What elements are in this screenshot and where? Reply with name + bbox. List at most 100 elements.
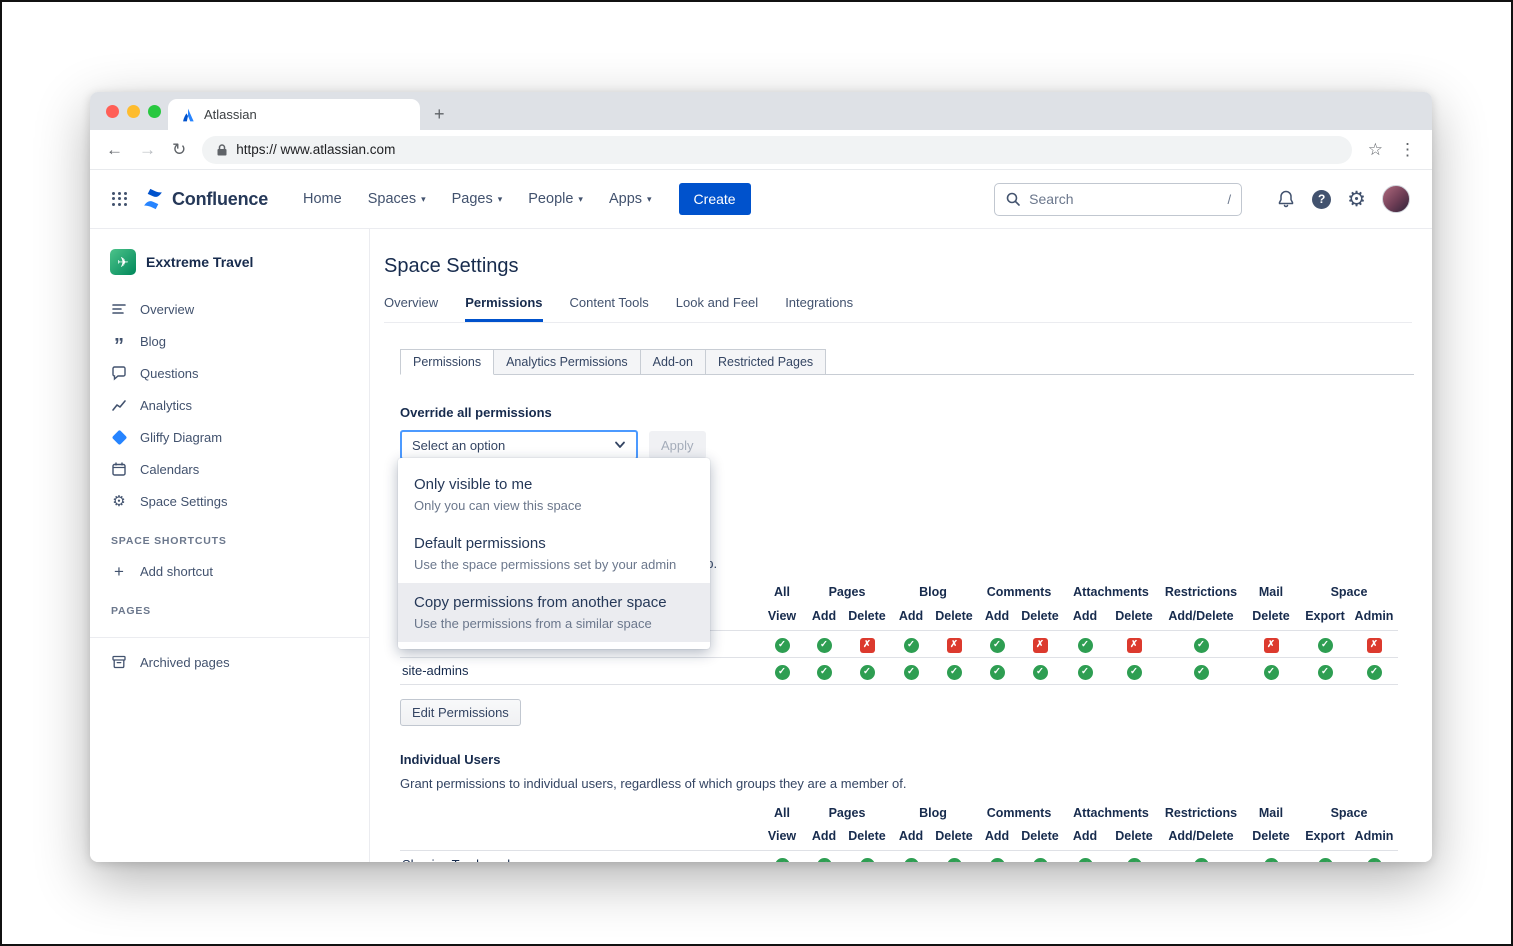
reload-icon[interactable]: ↻	[172, 140, 187, 159]
allow-check-icon: ✓	[1077, 637, 1093, 653]
nav-pages[interactable]: Pages ▾	[439, 191, 516, 207]
allow-check-icon: ✓	[816, 858, 832, 862]
subtab-add-on[interactable]: Add-on	[640, 349, 706, 375]
add-shortcut-button[interactable]: + Add shortcut	[90, 555, 369, 587]
nav-spaces[interactable]: Spaces ▾	[355, 191, 439, 207]
sidebar-item-overview[interactable]: Overview	[90, 293, 369, 325]
chevron-down-icon: ▾	[647, 193, 652, 204]
allow-check-icon: ✓	[1193, 858, 1209, 862]
permission-cell: ✓	[890, 851, 932, 862]
bookmark-star-icon[interactable]: ☆	[1367, 140, 1383, 159]
url-field[interactable]: https:// www.atlassian.com	[202, 135, 1352, 164]
permission-cell: ✗	[844, 630, 890, 657]
space-header[interactable]: ✈ Exxtreme Travel	[90, 245, 369, 279]
permission-cell: ✓	[890, 657, 932, 684]
permission-cell: ✓	[1018, 851, 1062, 862]
space-sidebar: ✈ Exxtreme Travel Overview ” Blog	[90, 229, 370, 862]
sidebar-item-questions[interactable]: Questions	[90, 357, 369, 389]
sidebar-item-analytics[interactable]: Analytics	[90, 389, 369, 421]
column-sub-header: Delete	[1252, 829, 1290, 844]
confluence-header: Confluence Home Spaces ▾ Pages ▾ People …	[90, 170, 1432, 228]
permission-row: site-admins ✓ ✓ ✓ ✓ ✓ ✓ ✓ ✓ ✓ ✓ ✓ ✓ ✓	[400, 657, 1398, 684]
allow-check-icon: ✓	[1366, 858, 1382, 862]
browser-menu-icon[interactable]: ⋮	[1399, 140, 1416, 159]
permission-cell: ✓	[1062, 851, 1108, 862]
sidebar-item-label: Analytics	[140, 397, 193, 413]
tab-permissions[interactable]: Permissions	[465, 295, 543, 322]
space-name: Exxtreme Travel	[146, 254, 254, 270]
nav-people[interactable]: People ▾	[515, 191, 596, 207]
search-box[interactable]: /	[994, 182, 1243, 216]
sidebar-item-gliffy-diagram[interactable]: Gliffy Diagram	[90, 421, 369, 453]
new-tab-button[interactable]: +	[434, 104, 445, 124]
subtab-analytics-permissions[interactable]: Analytics Permissions	[494, 349, 641, 375]
deny-x-icon: ✗	[946, 637, 962, 653]
permissions-subtabs: Permissions Analytics Permissions Add-on…	[400, 349, 1414, 375]
archive-box-icon	[111, 654, 127, 670]
tab-integrations[interactable]: Integrations	[785, 295, 854, 310]
help-icon[interactable]: ?	[1312, 189, 1332, 209]
nav-label: Pages	[451, 191, 493, 207]
permission-cell: ✗	[1350, 630, 1398, 657]
allow-check-icon: ✓	[816, 637, 832, 653]
column-sub-header: View	[767, 829, 797, 844]
app-body: ✈ Exxtreme Travel Overview ” Blog	[90, 228, 1432, 862]
tab-look-and-feel[interactable]: Look and Feel	[675, 295, 759, 310]
back-icon[interactable]: ←	[106, 140, 123, 159]
nav-home[interactable]: Home	[290, 191, 355, 207]
browser-tab[interactable]: Atlassian	[168, 99, 420, 130]
maximize-window-button[interactable]	[148, 105, 161, 118]
column-sub-header: Add	[811, 608, 837, 623]
option-description: Use the space permissions set by your ad…	[414, 557, 677, 572]
nav-apps[interactable]: Apps ▾	[596, 191, 665, 207]
subtab-permissions[interactable]: Permissions	[400, 349, 495, 375]
dropdown-option-default-permissions[interactable]: Default permissions Use the space permis…	[398, 524, 710, 583]
column-sub-header: Delete	[848, 829, 886, 844]
settings-gear-icon[interactable]: ⚙	[1347, 187, 1366, 211]
column-sub-header: Add	[1072, 608, 1098, 623]
sidebar-item-calendars[interactable]: Calendars	[90, 453, 369, 485]
minimize-window-button[interactable]	[127, 105, 140, 118]
atlassian-favicon-icon	[183, 108, 194, 121]
sidebar-item-label: Add shortcut	[140, 563, 213, 579]
override-select[interactable]: Select an option	[400, 430, 638, 460]
browser-window: Atlassian + ← → ↻ https:// www.atlassian…	[90, 92, 1432, 862]
apply-button[interactable]: Apply	[649, 431, 706, 459]
space-shortcuts-heading: SPACE SHORTCUTS	[111, 535, 227, 547]
search-input[interactable]	[1029, 191, 1220, 207]
permission-cell: ✓	[804, 630, 844, 657]
create-button[interactable]: Create	[678, 183, 751, 215]
column-sub-header: Delete	[1115, 608, 1153, 623]
column-sub-header: Add/Delete	[1168, 608, 1234, 623]
column-group-header: Pages	[828, 585, 866, 599]
dropdown-option-copy-permissions[interactable]: Copy permissions from another space Use …	[398, 583, 710, 642]
tab-content-tools[interactable]: Content Tools	[569, 295, 649, 310]
permission-cell: ✓	[932, 657, 976, 684]
user-avatar[interactable]	[1382, 185, 1410, 213]
forward-icon[interactable]: →	[139, 140, 156, 159]
notifications-bell-icon[interactable]	[1276, 189, 1296, 209]
sidebar-item-blog[interactable]: ” Blog	[90, 325, 369, 357]
sidebar-item-space-settings[interactable]: ⚙ Space Settings	[90, 485, 369, 517]
confluence-logo[interactable]: Confluence	[141, 187, 268, 211]
edit-permissions-button[interactable]: Edit Permissions	[400, 698, 521, 726]
column-sub-header: Add	[898, 608, 924, 623]
column-sub-header: Delete	[1021, 608, 1059, 623]
column-sub-header: Delete	[935, 829, 973, 844]
allow-check-icon: ✓	[989, 637, 1005, 653]
column-sub-header: Export	[1305, 829, 1345, 844]
permission-cell: ✓	[804, 851, 844, 862]
tab-overview[interactable]: Overview	[384, 295, 439, 310]
page-title: Space Settings	[384, 255, 519, 277]
sidebar-item-label: Archived pages	[140, 654, 230, 670]
permission-cell: ✓	[1300, 657, 1350, 684]
column-group-header: Restrictions	[1164, 585, 1238, 599]
allow-check-icon: ✓	[1077, 858, 1093, 862]
app-switcher-icon[interactable]	[112, 191, 127, 207]
deny-x-icon: ✗	[1366, 637, 1382, 653]
dropdown-option-only-visible-to-me[interactable]: Only visible to me Only you can view thi…	[398, 465, 710, 524]
subtab-restricted-pages[interactable]: Restricted Pages	[705, 349, 827, 375]
close-window-button[interactable]	[106, 105, 119, 118]
sidebar-item-archived-pages[interactable]: Archived pages	[90, 646, 369, 678]
sidebar-item-label: Gliffy Diagram	[140, 429, 223, 445]
